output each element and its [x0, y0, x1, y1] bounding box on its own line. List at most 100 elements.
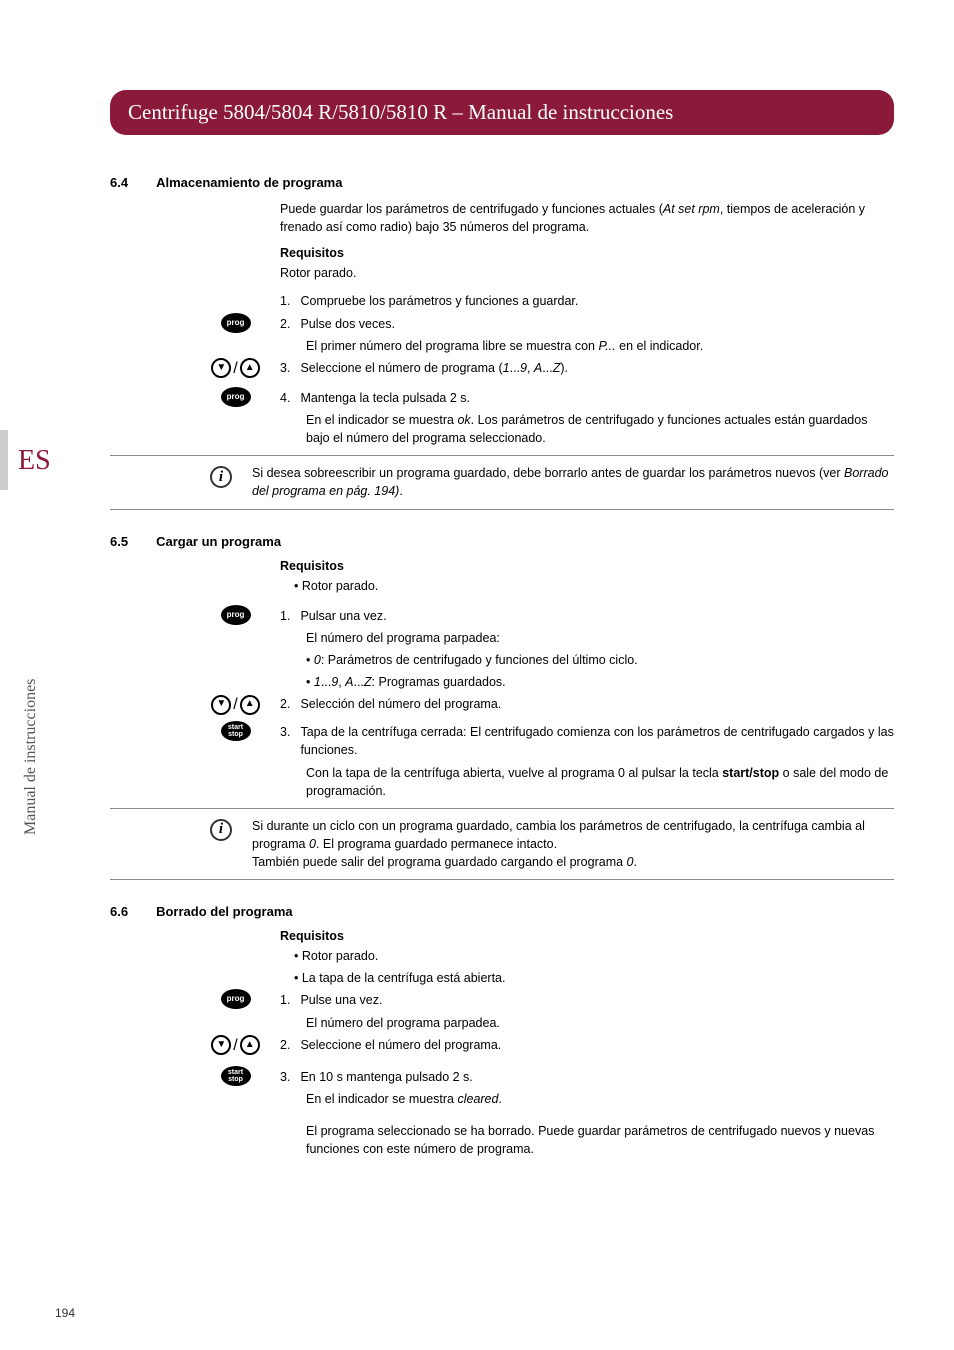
- t: ...: [321, 675, 331, 689]
- step-6-5-2: ▼ / ▲ 2. Selección del número del progra…: [280, 695, 894, 713]
- t: 9: [520, 361, 527, 375]
- t: . El programa guardado permanece intacto…: [316, 837, 557, 851]
- rule: [110, 808, 894, 809]
- step-6-4-2: prog 2. Pulse dos veces.: [280, 315, 894, 333]
- prog-button-icon: prog: [221, 605, 251, 625]
- t: El primer número del programa libre se m…: [306, 339, 598, 353]
- t: Mantenga la tecla pulsada 2 s.: [300, 389, 470, 407]
- up-arrow-icon: ▲: [240, 695, 260, 715]
- down-arrow-icon: ▼: [211, 695, 231, 715]
- up-arrow-icon: ▲: [240, 1035, 260, 1055]
- page-number: 194: [55, 1306, 75, 1320]
- t: Pulse dos veces.: [300, 315, 395, 333]
- t: 0: [627, 855, 634, 869]
- step-6-6-2: ▼ / ▲ 2. Seleccione el número del progra…: [280, 1036, 894, 1054]
- t: La tapa de la centrífuga está abierta.: [294, 969, 894, 987]
- t: Seleccione el número del programa.: [300, 1036, 501, 1054]
- n: 2.: [280, 1036, 290, 1054]
- step-6-5-3-sub: Con la tapa de la centrífuga abierta, vu…: [306, 764, 894, 800]
- section-6-6-num: 6.6: [110, 904, 128, 919]
- t: Z: [364, 675, 372, 689]
- step-6-5-1: prog 1. Pulsar una vez.: [280, 607, 894, 625]
- rule: [110, 509, 894, 510]
- step-6-6-3: start stop 3. En 10 s mantenga pulsado 2…: [280, 1068, 894, 1086]
- section-6-4-num: 6.4: [110, 175, 128, 190]
- step-6-6-3-sub: En el indicador se muestra cleared.: [306, 1090, 894, 1108]
- t: En el indicador se muestra: [306, 413, 457, 427]
- t: 1: [314, 675, 321, 689]
- t: ...: [542, 361, 552, 375]
- section-6-4-title: Almacenamiento de programa: [156, 175, 342, 190]
- req-list-6-5: Rotor parado.: [294, 577, 894, 595]
- t: Rotor parado.: [294, 947, 894, 965]
- rule: [110, 879, 894, 880]
- info-text: Si desea sobreescribir un programa guard…: [252, 464, 894, 500]
- n: 3.: [280, 1068, 290, 1086]
- t: 1: [503, 361, 510, 375]
- req-text-6-4: Rotor parado.: [280, 264, 894, 282]
- t: También puede salir del programa guardad…: [252, 855, 627, 869]
- tail-6-6: El programa seleccionado se ha borrado. …: [306, 1122, 894, 1158]
- n: 4.: [280, 389, 290, 407]
- info-text: Si durante un ciclo con un programa guar…: [252, 817, 894, 871]
- t: 0: [314, 653, 321, 667]
- t: Si desea sobreescribir un programa guard…: [252, 466, 844, 480]
- n: 1.: [280, 991, 290, 1009]
- t: Selección del número del programa.: [300, 695, 501, 713]
- up-arrow-icon: ▲: [240, 358, 260, 378]
- n: 1.: [280, 292, 290, 310]
- step-6-4-3: ▼ / ▲ 3. Seleccione el número de program…: [280, 359, 894, 377]
- arrow-buttons-icon: ▼ / ▲: [211, 1034, 259, 1057]
- t: ...: [353, 675, 363, 689]
- t: : Parámetros de centrifugado y funciones…: [321, 653, 638, 667]
- t: .: [399, 484, 402, 498]
- section-6-4-intro: Puede guardar los parámetros de centrifu…: [280, 200, 894, 236]
- slash: /: [233, 693, 237, 716]
- t: Compruebe los parámetros y funciones a g…: [300, 292, 578, 310]
- arrow-buttons-icon: ▼ / ▲: [211, 693, 259, 716]
- t: Pulse una vez.: [300, 991, 382, 1009]
- step-6-4-4: prog 4. Mantenga la tecla pulsada 2 s.: [280, 389, 894, 407]
- info-icon: i: [210, 466, 232, 488]
- start-stop-button-icon: start stop: [221, 721, 251, 741]
- req-label-6-6: Requisitos: [280, 929, 894, 943]
- start-stop-button-icon: start stop: [221, 1066, 251, 1086]
- section-6-6-heading: 6.6 Borrado del programa: [110, 904, 894, 919]
- n: 2.: [280, 315, 290, 333]
- step-6-5-1-sub: El número del programa parpadea:: [306, 629, 894, 647]
- section-6-5-heading: 6.5 Cargar un programa: [110, 534, 894, 549]
- info-icon: i: [210, 819, 232, 841]
- prog-button-icon: prog: [221, 313, 251, 333]
- header-band: Centrifuge 5804/5804 R/5810/5810 R – Man…: [110, 90, 894, 135]
- t: En 10 s mantenga pulsado 2 s.: [300, 1068, 472, 1086]
- info-6-5: i Si durante un ciclo con un programa gu…: [210, 817, 894, 871]
- step-6-6-1-sub: El número del programa parpadea.: [306, 1014, 894, 1032]
- t: Tapa de la centrífuga cerrada: El centri…: [300, 723, 894, 759]
- section-6-6-title: Borrado del programa: [156, 904, 293, 919]
- t: en el indicador.: [616, 339, 704, 353]
- t: Rotor parado.: [294, 577, 894, 595]
- step-6-6-1: prog 1. Pulse una vez.: [280, 991, 894, 1009]
- step-6-4-2-sub: El primer número del programa libre se m…: [306, 337, 894, 355]
- n: 3.: [280, 723, 290, 759]
- t: cleared: [457, 1092, 498, 1106]
- t: ).: [560, 361, 568, 375]
- rule: [110, 455, 894, 456]
- step-6-4-1: 1. Compruebe los parámetros y funciones …: [280, 292, 894, 310]
- n: 1.: [280, 607, 290, 625]
- step-6-4-4-sub: En el indicador se muestra ok. Los parám…: [306, 411, 894, 447]
- t: : Programas guardados.: [372, 675, 506, 689]
- program-options: 0: Parámetros de centrifugado y funcione…: [306, 651, 894, 691]
- prog-button-icon: prog: [221, 989, 251, 1009]
- opt-range: 1...9, A...Z: Programas guardados.: [306, 673, 894, 691]
- page-container: Centrifuge 5804/5804 R/5810/5810 R – Man…: [0, 0, 954, 1208]
- n: 2.: [280, 695, 290, 713]
- info-6-4: i Si desea sobreescribir un programa gua…: [210, 464, 894, 500]
- req-label-6-4: Requisitos: [280, 246, 894, 260]
- t: start/stop: [722, 766, 779, 780]
- section-6-4-heading: 6.4 Almacenamiento de programa: [110, 175, 894, 190]
- section-6-5-num: 6.5: [110, 534, 128, 549]
- t: Seleccione el número de programa (1...9,…: [300, 359, 568, 377]
- req-list-6-6: Rotor parado. La tapa de la centrífuga e…: [294, 947, 894, 987]
- t: 0: [309, 837, 316, 851]
